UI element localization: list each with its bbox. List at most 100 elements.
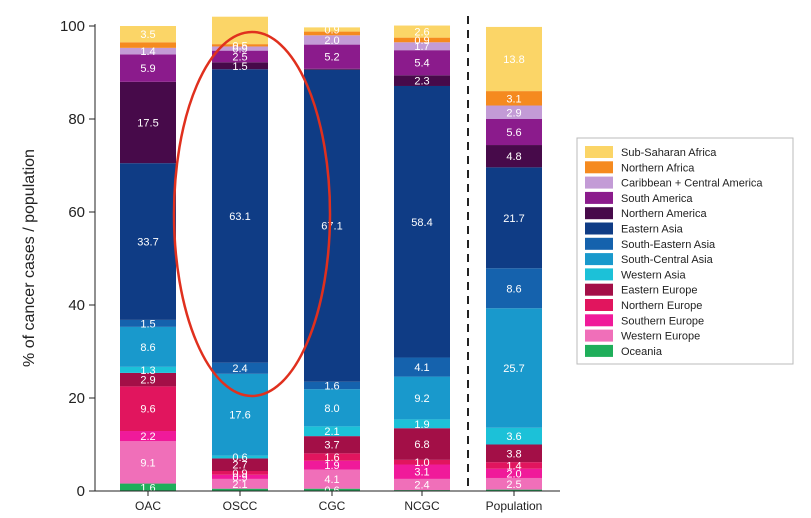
legend-label: Northern America [621, 208, 707, 220]
bar-segment [304, 381, 360, 390]
data-label: 2.1 [324, 426, 339, 438]
legend-box [576, 137, 794, 365]
data-label: 3.1 [414, 467, 429, 479]
data-label: 4.1 [414, 362, 429, 374]
data-label: 1.4 [140, 46, 155, 58]
data-label: 2.4 [414, 479, 429, 491]
bar-segment [486, 444, 542, 463]
legend-label: Northern Europe [621, 300, 702, 312]
bar-segment [212, 478, 268, 489]
bar-segment [120, 366, 176, 373]
data-label: 1.9 [414, 419, 429, 431]
bar-segment [120, 26, 176, 43]
bar-segment [394, 478, 450, 491]
bar-segment [304, 27, 360, 32]
bar-segment [304, 35, 360, 45]
bar-segment [212, 16, 268, 45]
legend-label: Oceania [621, 346, 663, 358]
bar-segment [486, 308, 542, 428]
data-label: 9.2 [414, 393, 429, 405]
bar-segment [120, 81, 176, 164]
data-label: 1.6 [324, 380, 339, 392]
bar-segment [120, 431, 176, 442]
legend-label: Sub-Saharan Africa [621, 147, 717, 159]
y-tick-label: 100 [60, 18, 85, 35]
bar-segment [486, 91, 542, 106]
bar-segment [394, 459, 450, 465]
data-label: 0.9 [232, 472, 247, 484]
bar-segment [304, 488, 360, 491]
data-label: 17.6 [229, 410, 250, 422]
data-label: 0.9 [232, 468, 247, 480]
bar-segment [304, 31, 360, 36]
bar-segment [394, 50, 450, 76]
bar-segment [486, 268, 542, 309]
bar-segment [212, 50, 268, 63]
bar-segment [304, 469, 360, 489]
y-tick-label: 60 [68, 204, 85, 221]
data-label: 8.6 [140, 342, 155, 354]
legend-label: Western Asia [621, 269, 686, 281]
legend-swatch [585, 268, 613, 281]
legend-swatch [585, 283, 613, 296]
legend-swatch [585, 314, 613, 327]
bar-segment [486, 477, 542, 490]
legend-swatch [585, 329, 613, 342]
data-label: 3.1 [506, 93, 521, 105]
highlight-ellipse [172, 30, 332, 398]
data-label: 2.0 [506, 468, 521, 480]
legend-swatch [585, 222, 613, 235]
data-label: 2.1 [232, 479, 247, 491]
data-label: 9.6 [140, 404, 155, 416]
data-label: 0.6 [232, 452, 247, 464]
data-label: 5.9 [140, 63, 155, 75]
bar-segment [304, 389, 360, 427]
y-tick-label: 40 [68, 297, 85, 314]
bar-segment [120, 372, 176, 387]
bar-segment [212, 44, 268, 47]
bar-segment [486, 119, 542, 146]
bar-segment [120, 42, 176, 48]
y-tick-label: 20 [68, 390, 85, 407]
data-label: 1.6 [324, 452, 339, 464]
bar-segment [394, 85, 450, 358]
legend-swatch [585, 161, 613, 174]
legend-label: Southern Europe [621, 315, 704, 327]
data-label: 5.4 [414, 58, 429, 70]
x-tick-label: NCGC [404, 499, 440, 513]
data-label: 0.9 [414, 35, 429, 47]
bar-segment [394, 376, 450, 420]
bar-segment [120, 319, 176, 327]
data-label: 21.7 [503, 213, 524, 225]
data-label: 9.1 [140, 457, 155, 469]
bar-segment [394, 464, 450, 479]
legend-swatch [585, 344, 613, 357]
bar-segment [120, 47, 176, 55]
data-label: 1.7 [414, 41, 429, 53]
bar-segment [120, 163, 176, 320]
bar-segment [486, 462, 542, 469]
data-label: 2.5 [232, 51, 247, 63]
data-label: 0.9 [324, 24, 339, 36]
bar-segment [212, 46, 268, 51]
bar-segment [212, 362, 268, 374]
x-tick-label: CGC [319, 499, 346, 513]
bar-segment [120, 483, 176, 491]
bar-segment [304, 436, 360, 454]
data-label: 5.6 [506, 127, 521, 139]
legend-swatch [585, 253, 613, 266]
data-label: 4.8 [506, 151, 521, 163]
legend-label: Western Europe [621, 331, 700, 343]
bar-segment [394, 419, 450, 429]
bar-segment [304, 68, 360, 70]
data-label: 5.2 [324, 52, 339, 64]
legend-label: South-Eastern Asia [621, 239, 716, 251]
data-label: 6.8 [414, 439, 429, 451]
data-label: 0.9 [232, 44, 247, 56]
legend-label: Caribbean + Central America [621, 178, 763, 190]
data-label: 4.1 [324, 474, 339, 486]
bar-segment [486, 145, 542, 168]
legend-label: Eastern Europe [621, 285, 697, 297]
bar-segment [394, 428, 450, 460]
